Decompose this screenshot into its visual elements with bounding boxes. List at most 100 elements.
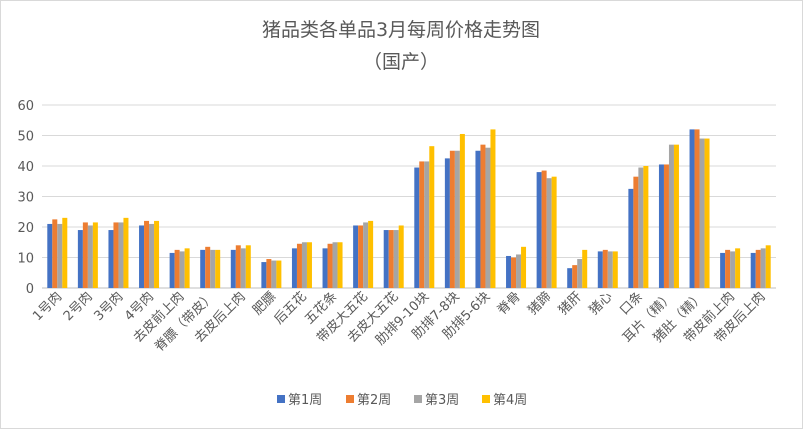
bar xyxy=(87,225,93,288)
x-tick-label: 1号肉 xyxy=(30,289,65,324)
bar xyxy=(628,188,634,288)
bar xyxy=(363,222,369,288)
x-tick-label: 后五花 xyxy=(271,289,310,328)
bar xyxy=(174,249,180,288)
bar xyxy=(521,246,527,288)
chart-title: 猪品类各单品3月每周价格走势图 xyxy=(262,19,540,41)
bar xyxy=(271,260,277,288)
bar xyxy=(123,217,129,288)
bar xyxy=(179,251,185,288)
bar xyxy=(699,138,705,288)
bar xyxy=(144,220,150,288)
bar xyxy=(184,248,190,288)
y-tick-label: 60 xyxy=(17,99,34,114)
bar xyxy=(261,262,267,288)
bar xyxy=(301,242,307,288)
x-tick-label: 猪心 xyxy=(587,289,616,318)
bar xyxy=(57,223,63,288)
bar xyxy=(668,144,674,288)
bar xyxy=(296,243,302,288)
bar xyxy=(607,251,613,288)
bar xyxy=(353,225,359,288)
bar xyxy=(332,242,338,288)
bar xyxy=(327,243,333,288)
bar xyxy=(47,223,53,288)
legend: 第1周 第2周 第3周 第4周 xyxy=(277,393,527,408)
bar xyxy=(393,230,399,288)
legend-swatch xyxy=(277,395,285,403)
bar xyxy=(689,129,695,288)
bar xyxy=(388,230,394,288)
bar xyxy=(541,170,547,288)
bar xyxy=(602,249,608,288)
y-tick-label: 40 xyxy=(17,160,34,175)
bar xyxy=(169,252,175,288)
bar xyxy=(612,251,618,288)
bar xyxy=(398,225,404,288)
legend-swatch xyxy=(414,395,422,403)
y-tick-label: 10 xyxy=(17,252,34,267)
legend-label: 第3周 xyxy=(425,393,459,408)
legend-label: 第2周 xyxy=(357,393,391,408)
bar xyxy=(480,144,486,288)
bar xyxy=(694,129,700,288)
bar xyxy=(419,161,425,288)
bar xyxy=(276,260,282,288)
bar xyxy=(658,164,664,288)
bar xyxy=(577,259,583,288)
x-tick-label: 2号肉 xyxy=(61,289,96,324)
bar xyxy=(358,225,364,288)
bar xyxy=(444,158,450,288)
bar xyxy=(633,176,639,288)
bar xyxy=(383,230,389,288)
x-tick-label: 3号肉 xyxy=(91,289,126,324)
y-tick-label: 0 xyxy=(26,282,34,297)
bar xyxy=(92,222,98,288)
bar xyxy=(149,223,155,288)
bar xyxy=(725,249,731,288)
bar xyxy=(720,252,726,288)
bar xyxy=(490,129,496,288)
bar xyxy=(424,161,430,288)
bar xyxy=(735,248,741,288)
bar xyxy=(506,255,512,288)
bar xyxy=(551,176,557,288)
bar xyxy=(306,242,312,288)
bar xyxy=(429,146,435,288)
bar xyxy=(414,167,420,288)
bar xyxy=(235,245,241,288)
y-tick-label: 30 xyxy=(17,191,34,206)
y-tick-label: 50 xyxy=(17,130,34,145)
bar xyxy=(215,249,221,288)
bar xyxy=(200,249,206,288)
bar xyxy=(475,150,481,288)
bar xyxy=(454,150,460,288)
legend-swatch xyxy=(346,395,354,403)
bars xyxy=(47,129,771,288)
bar xyxy=(663,164,669,288)
bar xyxy=(240,248,246,288)
y-axis-ticks: 0 10 20 30 40 50 60 xyxy=(17,99,34,297)
bar xyxy=(516,254,522,288)
bar xyxy=(638,167,644,288)
x-tick-label: 猪肝 xyxy=(556,289,585,318)
gridlines xyxy=(42,104,776,289)
bar xyxy=(755,249,761,288)
bar xyxy=(322,248,328,288)
bar xyxy=(291,248,297,288)
bar xyxy=(77,230,83,288)
bar xyxy=(730,251,736,288)
bar xyxy=(337,242,343,288)
x-tick-label: 猪蹄 xyxy=(525,289,555,319)
bar xyxy=(266,259,272,288)
chart-subtitle: （国产） xyxy=(363,51,439,73)
bar xyxy=(597,251,603,288)
bar xyxy=(582,249,588,288)
legend-label: 第1周 xyxy=(288,393,322,408)
bar xyxy=(210,249,216,288)
bar xyxy=(760,248,766,288)
bar xyxy=(139,225,145,288)
bar xyxy=(205,246,211,288)
